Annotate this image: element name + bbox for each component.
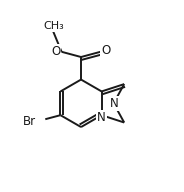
- Text: Br: Br: [23, 115, 36, 128]
- Text: CH₃: CH₃: [43, 21, 64, 31]
- Text: O: O: [101, 44, 111, 57]
- Text: N: N: [110, 97, 119, 110]
- Text: N: N: [97, 111, 106, 124]
- Text: O: O: [51, 45, 60, 58]
